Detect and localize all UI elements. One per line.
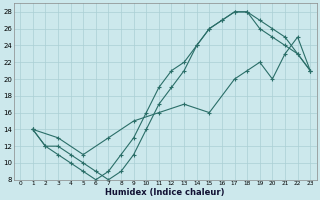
X-axis label: Humidex (Indice chaleur): Humidex (Indice chaleur) — [106, 188, 225, 197]
